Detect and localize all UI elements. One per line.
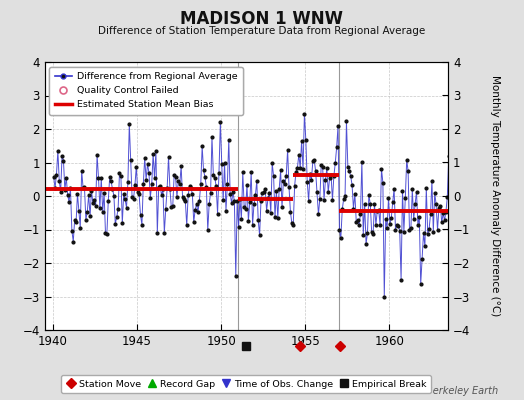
Legend: Difference from Regional Average, Quality Control Failed, Estimated Station Mean: Difference from Regional Average, Qualit… (49, 67, 243, 114)
Text: MADISON 1 WNW: MADISON 1 WNW (180, 10, 344, 28)
Legend: Station Move, Record Gap, Time of Obs. Change, Empirical Break: Station Move, Record Gap, Time of Obs. C… (61, 375, 431, 393)
Text: Berkeley Earth: Berkeley Earth (425, 386, 498, 396)
Y-axis label: Monthly Temperature Anomaly Difference (°C): Monthly Temperature Anomaly Difference (… (490, 75, 500, 317)
Text: Difference of Station Temperature Data from Regional Average: Difference of Station Temperature Data f… (99, 26, 425, 36)
